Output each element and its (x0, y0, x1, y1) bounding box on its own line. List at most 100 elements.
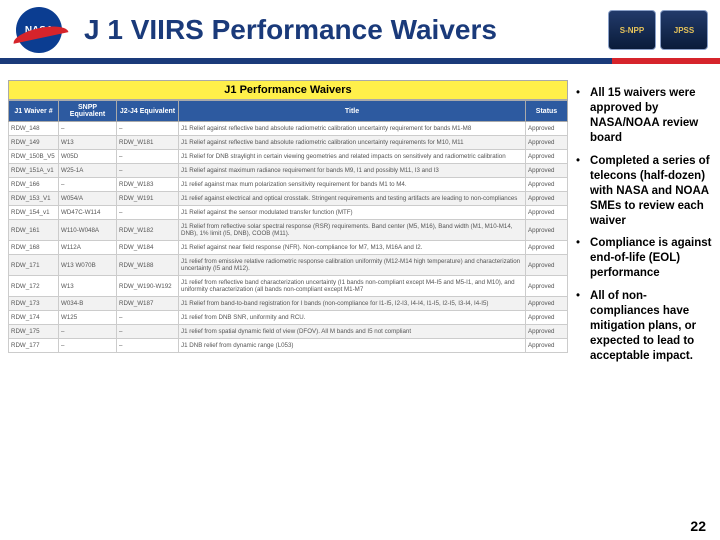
snpp-badge-icon: S-NPP (608, 10, 656, 50)
table-cell: RDW_W188 (117, 255, 179, 276)
col-waiver: J1 Waiver # (9, 101, 59, 122)
table-cell: RDW_177 (9, 339, 59, 353)
table-cell: J1 relief against electrical and optical… (179, 192, 526, 206)
header-divider (0, 58, 720, 64)
table-row: RDW_173W034-BRDW_W187J1 Relief from band… (9, 297, 568, 311)
table-cell: W125 (59, 311, 117, 325)
nasa-logo-icon: NASA (12, 6, 66, 54)
table-cell: RDW_154_v1 (9, 206, 59, 220)
table-cell: W13 (59, 276, 117, 297)
table-cell: W13 (59, 136, 117, 150)
table-cell: Approved (526, 297, 568, 311)
bullet-item: All 15 waivers were approved by NASA/NOA… (576, 86, 712, 146)
table-cell: J1 relief from emissive relative radiome… (179, 255, 526, 276)
table-cell: RDW_175 (9, 325, 59, 339)
table-row: RDW_154_v1WD47C-W114–J1 Relief against t… (9, 206, 568, 220)
bullet-item: Compliance is against end-of-life (EOL) … (576, 236, 712, 281)
table-cell: RDW_151A_v1 (9, 164, 59, 178)
table-cell: J1 DNB relief from dynamic range (L053) (179, 339, 526, 353)
table-cell: W110-W048A (59, 220, 117, 241)
table-row: RDW_149W13RDW_W181J1 Relief against refl… (9, 136, 568, 150)
table-cell: Approved (526, 220, 568, 241)
table-row: RDW_151A_v1W25-1A–J1 Relief against maxi… (9, 164, 568, 178)
table-cell: W25-1A (59, 164, 117, 178)
table-cell: RDW_174 (9, 311, 59, 325)
col-title: Title (179, 101, 526, 122)
table-cell: RDW_W190-W192 (117, 276, 179, 297)
waivers-table-container: J1 Performance Waivers J1 Waiver # SNPP … (8, 80, 568, 512)
jpss-badge-icon: JPSS (660, 10, 708, 50)
table-cell: J1 relief from DNB SNR, uniformity and R… (179, 311, 526, 325)
table-cell: Approved (526, 206, 568, 220)
table-row: RDW_175––J1 relief from spatial dynamic … (9, 325, 568, 339)
table-cell: Approved (526, 178, 568, 192)
table-cell: Approved (526, 192, 568, 206)
table-cell: – (117, 325, 179, 339)
bullet-text: Compliance is against end-of-life (EOL) … (590, 236, 712, 281)
table-cell: – (117, 206, 179, 220)
table-cell: RDW_W183 (117, 178, 179, 192)
table-row: RDW_161W110-W048ARDW_W182J1 Relief from … (9, 220, 568, 241)
table-cell: Approved (526, 122, 568, 136)
table-cell: RDW_173 (9, 297, 59, 311)
table-cell: J1 Relief against reflective band absolu… (179, 136, 526, 150)
col-snpp: SNPP Equivalent (59, 101, 117, 122)
table-row: RDW_168W112ARDW_W184J1 Relief against ne… (9, 241, 568, 255)
table-cell: J1 relief from reflective band character… (179, 276, 526, 297)
table-cell: RDW_W187 (117, 297, 179, 311)
slide-header: NASA J 1 VIIRS Performance Waivers S-NPP… (0, 0, 720, 60)
table-cell: RDW_150B_V5 (9, 150, 59, 164)
col-status: Status (526, 101, 568, 122)
bullet-item: All of non-compliances have mitigation p… (576, 289, 712, 364)
table-cell: RDW_148 (9, 122, 59, 136)
table-cell: RDW_168 (9, 241, 59, 255)
table-cell: J1 Relief against maximum radiance requi… (179, 164, 526, 178)
table-cell: W112A (59, 241, 117, 255)
table-cell: J1 Relief against the sensor modulated t… (179, 206, 526, 220)
table-cell: – (117, 339, 179, 353)
table-cell: RDW_172 (9, 276, 59, 297)
table-cell: Approved (526, 164, 568, 178)
waivers-table: J1 Waiver # SNPP Equivalent J2-J4 Equiva… (8, 100, 568, 353)
table-cell: RDW_W182 (117, 220, 179, 241)
table-cell: J1 Relief from band-to-band registration… (179, 297, 526, 311)
table-cell: – (59, 178, 117, 192)
table-caption: J1 Performance Waivers (8, 80, 568, 100)
table-cell: RDW_W191 (117, 192, 179, 206)
table-cell: RDW_171 (9, 255, 59, 276)
table-row: RDW_150B_V5W05D–J1 Relief for DNB strayl… (9, 150, 568, 164)
table-cell: RDW_161 (9, 220, 59, 241)
table-cell: Approved (526, 150, 568, 164)
summary-bullets: All 15 waivers were approved by NASA/NOA… (576, 80, 712, 512)
table-cell: – (117, 164, 179, 178)
table-cell: W054/A (59, 192, 117, 206)
table-cell: RDW_166 (9, 178, 59, 192)
bullet-text: All 15 waivers were approved by NASA/NOA… (590, 86, 712, 146)
table-cell: Approved (526, 276, 568, 297)
table-cell: – (117, 122, 179, 136)
table-cell: J1 relief from spatial dynamic field of … (179, 325, 526, 339)
table-cell: – (117, 150, 179, 164)
table-cell: W13 W070B (59, 255, 117, 276)
table-cell: Approved (526, 136, 568, 150)
table-cell: RDW_153_V1 (9, 192, 59, 206)
table-row: RDW_171W13 W070BRDW_W188J1 relief from e… (9, 255, 568, 276)
table-row: RDW_177––J1 DNB relief from dynamic rang… (9, 339, 568, 353)
table-row: RDW_172W13RDW_W190-W192J1 relief from re… (9, 276, 568, 297)
table-cell: – (59, 325, 117, 339)
table-row: RDW_148––J1 Relief against reflective ba… (9, 122, 568, 136)
table-cell: RDW_149 (9, 136, 59, 150)
table-cell: Approved (526, 325, 568, 339)
table-cell: J1 Relief against near field response (N… (179, 241, 526, 255)
table-row: RDW_166–RDW_W183J1 relief against max mu… (9, 178, 568, 192)
col-j2j4: J2-J4 Equivalent (117, 101, 179, 122)
table-cell: J1 Relief against reflective band absolu… (179, 122, 526, 136)
slide-content: J1 Performance Waivers J1 Waiver # SNPP … (8, 80, 712, 512)
bullet-item: Completed a series of telecons (half-doz… (576, 154, 712, 229)
table-cell: RDW_W184 (117, 241, 179, 255)
slide-title: J 1 VIIRS Performance Waivers (84, 14, 608, 46)
table-cell: – (59, 339, 117, 353)
bullet-text: Completed a series of telecons (half-doz… (590, 154, 712, 229)
table-header-row: J1 Waiver # SNPP Equivalent J2-J4 Equiva… (9, 101, 568, 122)
table-cell: RDW_W181 (117, 136, 179, 150)
